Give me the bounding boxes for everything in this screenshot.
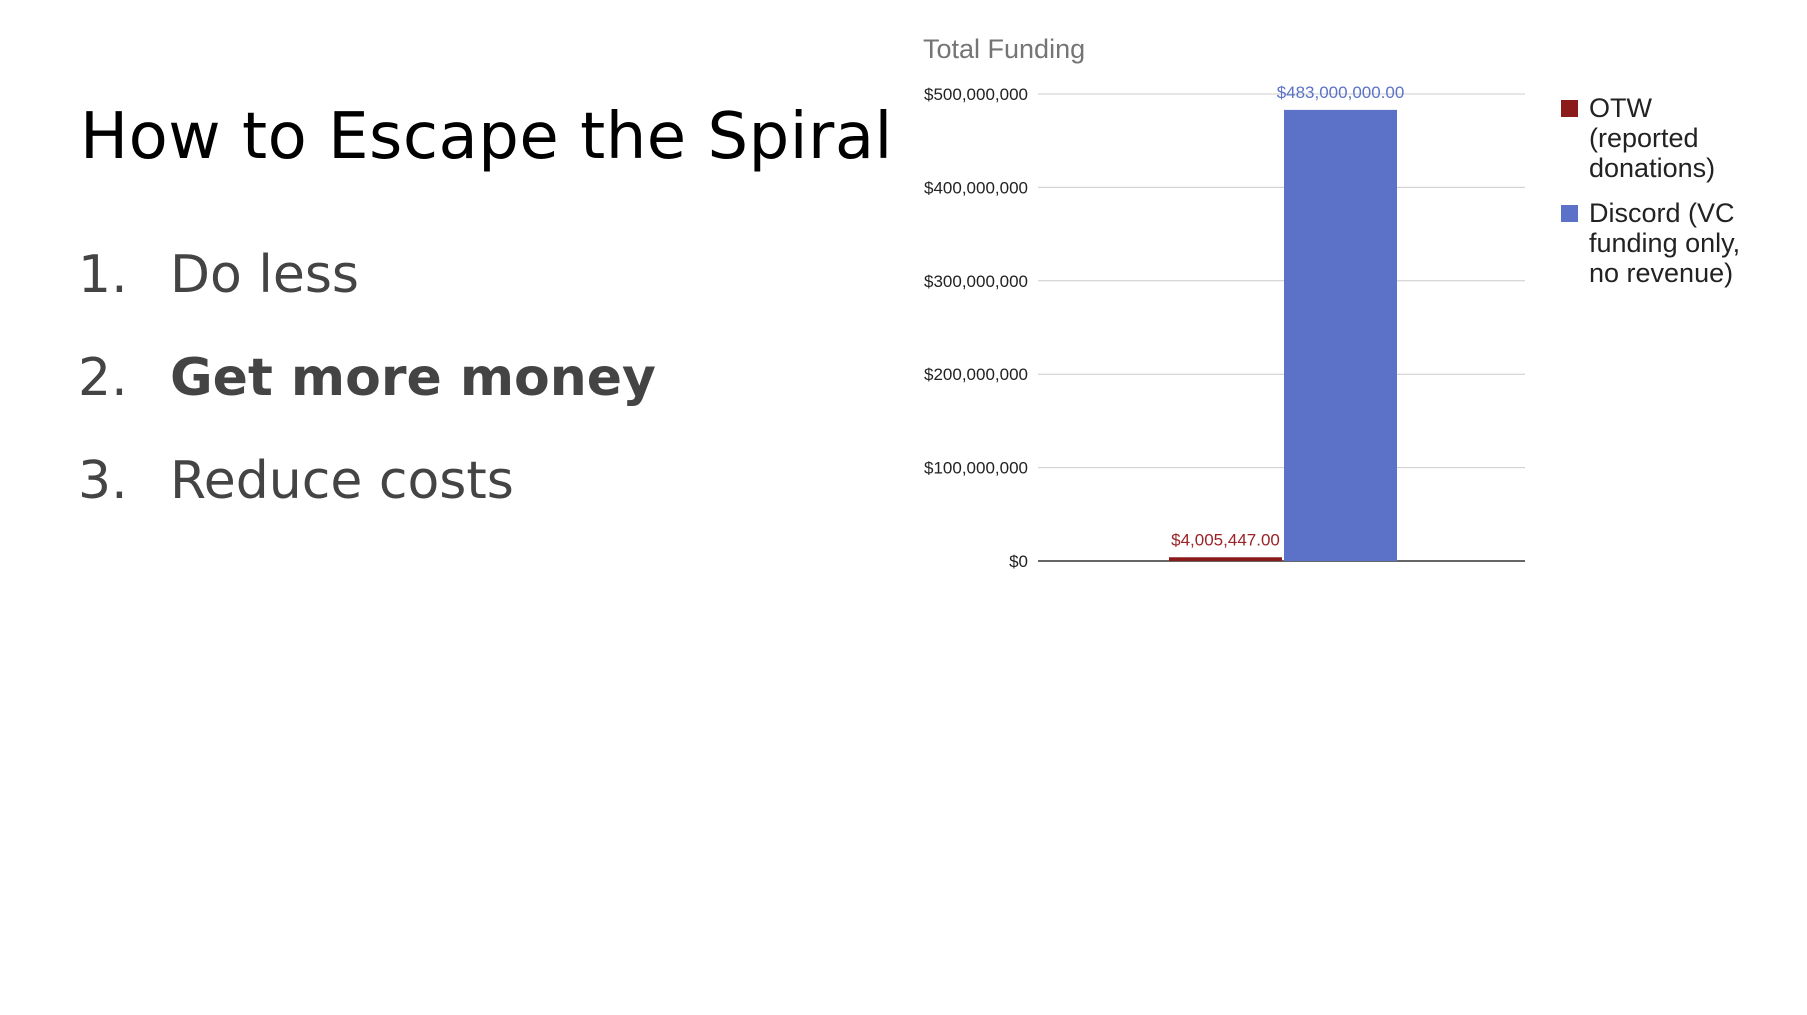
- y-tick-label: $300,000,000: [924, 272, 1028, 291]
- data-label: $483,000,000.00: [1277, 83, 1405, 102]
- slide-title: How to Escape the Spiral: [80, 100, 893, 174]
- funding-chart-svg: Total Funding $0 $100,000,000 $200,000,000 $…: [923, 34, 1740, 571]
- data-label: $4,005,447.00: [1171, 530, 1280, 549]
- bar-discord: [1284, 109, 1397, 562]
- funding-chart: Total Funding $0 $100,000,000 $200,000,000 $…: [900, 20, 1780, 590]
- point-number: 2.: [78, 348, 128, 408]
- y-tick-label: $0: [1009, 552, 1028, 571]
- point-list: 1. Do less 2. Get more money 3. Reduce c…: [78, 245, 656, 554]
- legend-label: donations): [1589, 153, 1715, 183]
- point-item-2: 2. Get more money: [78, 348, 656, 451]
- legend-label: (reported: [1589, 123, 1699, 153]
- point-text: Reduce costs: [170, 451, 514, 511]
- point-item-1: 1. Do less: [78, 245, 656, 348]
- y-tick-label: $200,000,000: [924, 365, 1028, 384]
- legend-label: funding only,: [1589, 228, 1740, 258]
- legend-label: OTW: [1589, 93, 1652, 123]
- y-tick-label: $100,000,000: [924, 459, 1028, 478]
- legend-label: no revenue): [1589, 258, 1733, 288]
- chart-title: Total Funding: [923, 34, 1085, 64]
- legend-label: Discord (VC: [1589, 198, 1735, 228]
- bar-otw: [1169, 557, 1282, 561]
- point-number: 1.: [78, 245, 128, 305]
- legend-swatch: [1561, 205, 1578, 222]
- point-number: 3.: [78, 451, 128, 511]
- point-text: Get more money: [170, 348, 656, 408]
- y-tick-label: $500,000,000: [924, 85, 1028, 104]
- legend-swatch: [1561, 100, 1578, 117]
- y-tick-label: $400,000,000: [924, 178, 1028, 197]
- point-item-3: 3. Reduce costs: [78, 451, 656, 554]
- point-text: Do less: [170, 245, 360, 305]
